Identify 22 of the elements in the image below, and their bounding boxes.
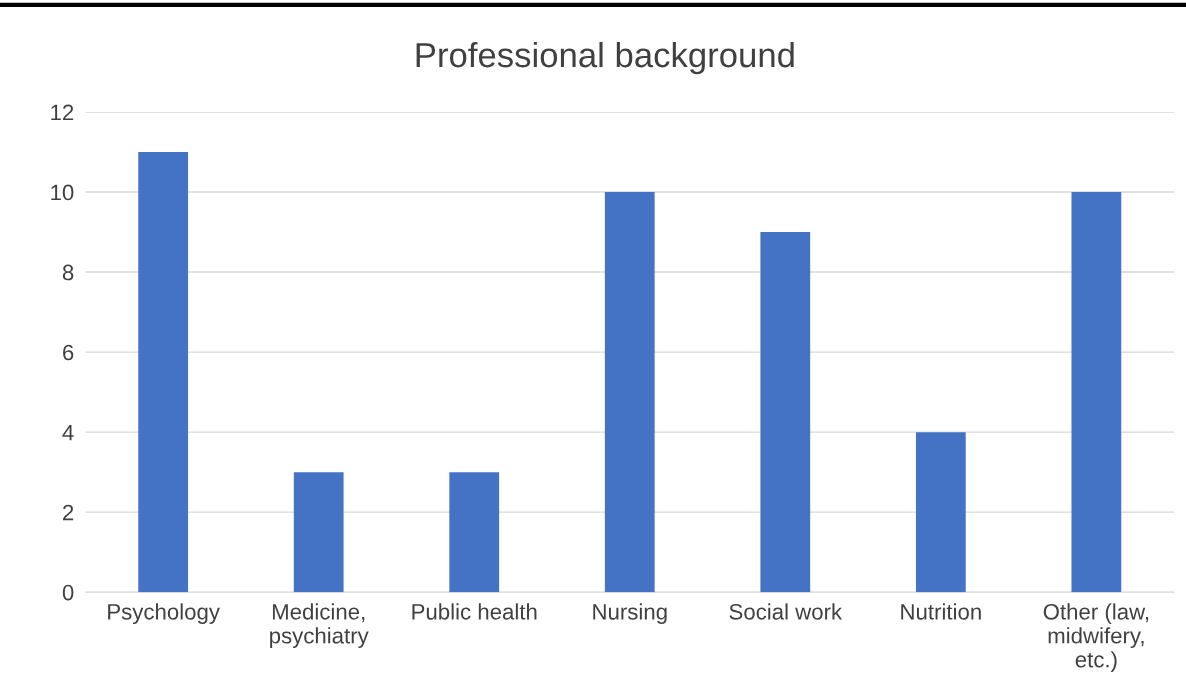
bar [449, 472, 500, 593]
y-tick-label: 10 [51, 184, 74, 201]
y-tick-label: 8 [62, 264, 74, 281]
x-tick-label: Medicine, psychiatry [270, 603, 369, 648]
y-tick-label: 6 [63, 344, 74, 361]
x-tick-label: Public health [412, 603, 537, 620]
y-tick-label: 4 [62, 424, 74, 441]
x-tick-label: Psychology [108, 603, 220, 625]
x-tick-label: Social work [729, 603, 843, 620]
bar [1071, 192, 1122, 593]
bar [760, 232, 811, 593]
bar [138, 152, 189, 593]
x-tick-label: Nutrition [901, 603, 981, 620]
x-tick-label: Nursing [593, 603, 667, 625]
bar [915, 432, 966, 593]
y-tick-label: 2 [63, 504, 74, 521]
bar [293, 472, 344, 593]
y-tick-label: 0 [62, 584, 74, 601]
x-tick-label: Other (law, midwifery, etc.) [1043, 603, 1149, 672]
chart-title: Professional background [416, 41, 794, 75]
y-tick-label: 12 [51, 104, 74, 121]
bar [604, 192, 655, 593]
